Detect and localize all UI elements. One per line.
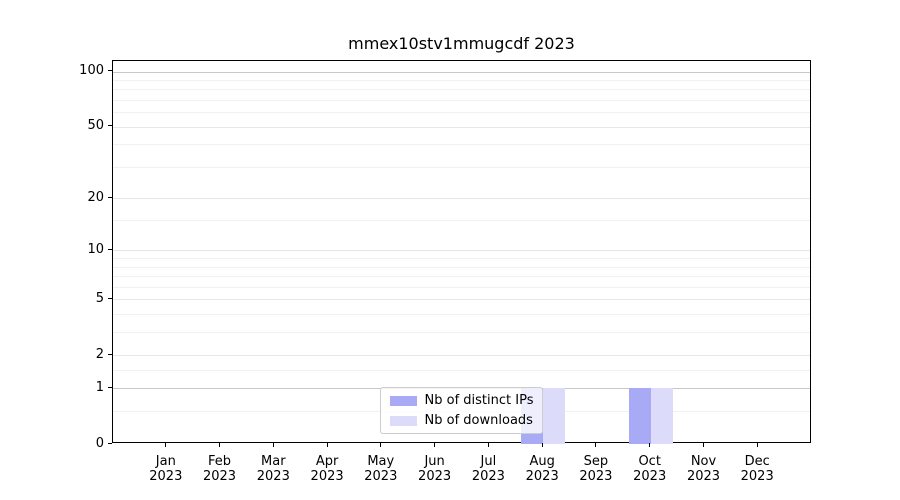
x-tick-month: Jan <box>155 454 176 469</box>
gridline-y-1.5 <box>113 370 810 371</box>
gridline-y-6 <box>113 286 810 288</box>
x-tick-dec <box>756 443 758 447</box>
chart-title: mmex10stv1mmugcdf 2023 <box>348 34 575 53</box>
y-tick-2 <box>108 353 112 355</box>
x-tick-oct <box>649 443 651 447</box>
y-tick-100 <box>108 70 112 71</box>
x-tick-month: May <box>367 454 395 469</box>
gridline-y-100 <box>113 71 810 73</box>
y-tick-1 <box>108 386 112 388</box>
x-tick-label-jul-2023: Jul 2023 <box>460 454 516 484</box>
x-tick-label-may-2023: May 2023 <box>353 454 409 484</box>
x-tick-month: Jun <box>424 454 445 469</box>
gridline-y-30 <box>113 166 810 168</box>
legend: Nb of distinct IPs Nb of downloads <box>379 387 544 434</box>
gridline-y-80 <box>113 89 810 91</box>
x-tick-month: Feb <box>207 454 232 469</box>
y-tick-20 <box>108 196 112 198</box>
x-tick-year: 2023 <box>310 469 344 484</box>
y-tick-label-0: 0 <box>95 435 104 451</box>
y-tick-label-1: 1 <box>95 379 104 395</box>
x-tick-may <box>380 443 382 447</box>
x-tick-month: Sep <box>583 454 609 469</box>
y-tick-label-100: 100 <box>79 63 104 78</box>
x-tick-month: Nov <box>690 454 717 469</box>
x-tick-year: 2023 <box>740 469 774 484</box>
gridline-y-40 <box>113 144 810 146</box>
plot-area: Nb of distinct IPs Nb of downloads <box>112 60 811 444</box>
y-tick-label-10: 10 <box>87 241 104 257</box>
legend-label-downloads: Nb of downloads <box>424 413 533 428</box>
gridline-y-2 <box>113 355 810 357</box>
x-tick-year: 2023 <box>525 469 559 484</box>
x-tick-jul <box>487 443 489 447</box>
x-tick-label-mar-2023: Mar 2023 <box>245 454 301 484</box>
x-tick-month: Oct <box>638 454 661 469</box>
legend-item-downloads: Nb of downloads <box>389 413 534 428</box>
gridline-y-9 <box>113 258 810 260</box>
gridline-y-3 <box>113 332 810 334</box>
bar-oct-distinct-ips <box>628 388 651 444</box>
x-tick-label-nov-2023: Nov 2023 <box>676 454 732 484</box>
x-tick-jun <box>434 443 436 447</box>
gridline-y-8 <box>113 266 810 268</box>
gridline-y-5 <box>113 299 810 301</box>
legend-label-distinct-ips: Nb of distinct IPs <box>424 393 534 408</box>
y-tick-label-2: 2 <box>95 346 104 362</box>
x-tick-label-oct-2023: Oct 2023 <box>622 454 678 484</box>
gridline-y-60 <box>113 112 810 114</box>
legend-swatch-downloads <box>389 415 417 426</box>
y-tick-5 <box>108 297 112 299</box>
legend-swatch-distinct-ips <box>389 395 417 406</box>
gridline-y-50 <box>113 126 810 128</box>
gridline-y-7 <box>113 276 810 278</box>
x-tick-aug <box>541 443 543 447</box>
y-tick-50 <box>108 125 112 127</box>
x-tick-label-sep-2023: Sep 2023 <box>568 454 624 484</box>
x-tick-month: Mar <box>261 454 286 469</box>
x-tick-month: Jul <box>480 454 497 469</box>
x-tick-mar <box>272 443 274 447</box>
x-tick-apr <box>326 443 328 447</box>
x-tick-nov <box>703 443 704 447</box>
x-tick-year: 2023 <box>686 469 721 484</box>
x-tick-jan <box>165 443 167 447</box>
y-tick-label-20: 20 <box>87 189 104 205</box>
gridline-y-4 <box>113 314 810 316</box>
x-tick-year: 2023 <box>633 469 667 484</box>
x-tick-label-feb-2023: Feb 2023 <box>192 454 248 484</box>
gridline-y-20 <box>113 198 810 200</box>
x-tick-year: 2023 <box>149 469 183 484</box>
bar-aug-downloads <box>543 388 566 444</box>
x-tick-month: Aug <box>529 454 555 469</box>
x-tick-year: 2023 <box>471 469 505 484</box>
y-tick-0 <box>108 442 112 444</box>
x-tick-month: Dec <box>744 454 770 469</box>
x-tick-label-dec-2023: Dec 2023 <box>729 454 785 484</box>
x-tick-feb <box>219 443 220 447</box>
x-tick-label-jun-2023: Jun 2023 <box>407 454 463 484</box>
x-tick-year: 2023 <box>418 469 452 484</box>
x-tick-year: 2023 <box>579 469 613 484</box>
x-tick-year: 2023 <box>256 469 290 484</box>
bar-oct-downloads <box>650 388 673 444</box>
y-tick-10 <box>108 248 112 250</box>
y-tick-label-50: 50 <box>87 118 104 134</box>
gridline-y-10 <box>113 250 810 252</box>
x-tick-year: 2023 <box>202 469 237 484</box>
x-tick-year: 2023 <box>364 469 398 484</box>
gridline-y-70 <box>113 99 810 101</box>
x-tick-label-jan-2023: Jan 2023 <box>138 454 194 484</box>
gridline-y-90 <box>113 79 810 81</box>
legend-item-distinct-ips: Nb of distinct IPs <box>389 393 534 408</box>
y-tick-label-5: 5 <box>95 290 104 306</box>
x-tick-sep <box>595 443 597 447</box>
x-tick-label-aug-2023: Aug 2023 <box>514 454 570 484</box>
gridline-y-15 <box>113 220 810 222</box>
x-tick-month: Apr <box>315 454 339 469</box>
x-tick-label-apr-2023: Apr 2023 <box>299 454 355 484</box>
